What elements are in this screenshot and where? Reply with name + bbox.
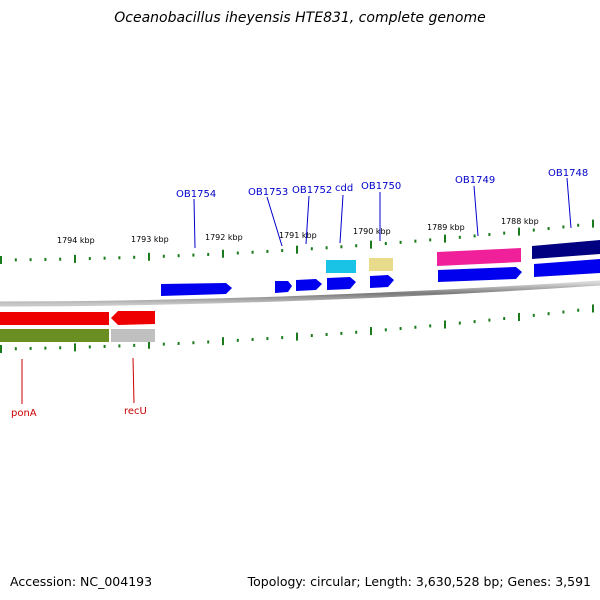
gene-label-ob1753[interactable]: OB1753 [248, 187, 288, 198]
cog-feature-navy[interactable] [532, 240, 600, 259]
gene-label-ob1750[interactable]: OB1750 [361, 181, 401, 192]
scale-ticks-inner [0, 304, 594, 353]
label-leader-line [473, 185, 479, 237]
scale-label: 1794 kbp [57, 236, 95, 245]
cog-feature-olive[interactable] [0, 329, 109, 342]
gene-label-ob1754[interactable]: OB1754 [176, 189, 216, 200]
label-leader-line [305, 195, 310, 245]
cog-feature-pink[interactable] [437, 248, 521, 266]
scale-ticks-outer [0, 219, 594, 264]
gene-label-pona[interactable]: ponA [11, 408, 37, 419]
topology-text: Topology: circular; Length: 3,630,528 bp… [247, 574, 591, 589]
scale-label: 1792 kbp [205, 233, 243, 242]
gene-feature-recu[interactable] [111, 311, 155, 325]
scale-label: 1791 kbp [279, 231, 317, 240]
cog-feature-gray[interactable] [111, 329, 155, 342]
label-leader-line [266, 196, 283, 247]
gene-feature-ob1752[interactable] [296, 279, 322, 291]
gene-feature-ob1753[interactable] [275, 281, 292, 293]
label-leader-line [193, 198, 196, 249]
gene-feature-cdd[interactable] [327, 277, 356, 290]
accession-text: Accession: NC_004193 [10, 574, 153, 589]
label-leader-line [566, 177, 572, 229]
cog-feature-cyan[interactable] [326, 260, 356, 273]
cog-feature-khaki[interactable] [369, 258, 393, 271]
scale-label: 1793 kbp [131, 235, 169, 244]
gene-label-ob1749[interactable]: OB1749 [455, 175, 495, 186]
gene-feature-pona[interactable] [0, 312, 109, 325]
label-leader-line [132, 357, 135, 404]
map-title: Oceanobacillus iheyensis HTE831, complet… [114, 10, 486, 26]
gene-feature-ob1748[interactable] [534, 259, 600, 277]
gene-feature-ob1749[interactable] [438, 267, 522, 282]
gene-feature-ob1754[interactable] [161, 283, 232, 296]
gene-label-ob1752[interactable]: OB1752 [292, 185, 332, 196]
gene-label-ob1748[interactable]: OB1748 [548, 168, 588, 179]
gene-feature-ob1750[interactable] [370, 275, 394, 288]
genome-backbone-ring [0, 280, 600, 307]
gene-label-cdd[interactable]: cdd [335, 183, 353, 194]
scale-label: 1790 kbp [353, 227, 391, 236]
scale-label: 1789 kbp [427, 223, 465, 232]
label-leader-line [339, 194, 344, 244]
gene-label-recu[interactable]: recU [124, 406, 147, 417]
scale-label: 1788 kbp [501, 217, 539, 226]
